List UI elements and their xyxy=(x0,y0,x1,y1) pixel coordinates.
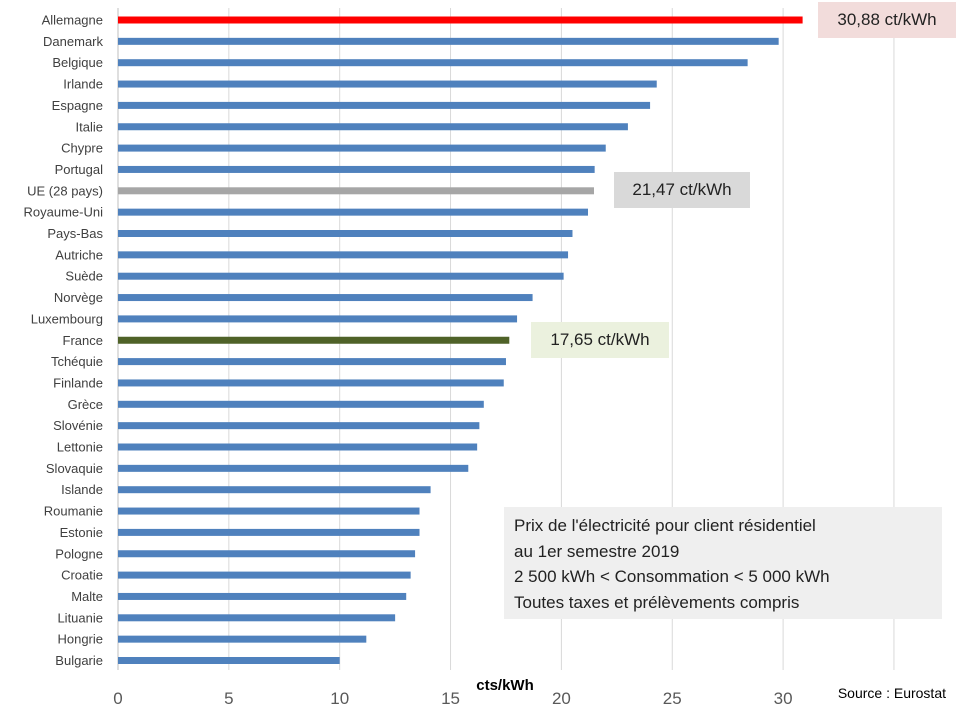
bar xyxy=(118,464,469,472)
bar xyxy=(118,550,416,558)
bar xyxy=(118,165,595,173)
bar xyxy=(118,507,420,515)
x-axis-title: cts/kWh xyxy=(476,677,534,694)
bar xyxy=(118,251,569,259)
x-tick-label: 25 xyxy=(663,689,682,708)
bar xyxy=(118,571,411,579)
bar xyxy=(118,101,651,109)
info-box: Prix de l'électricité pour client réside… xyxy=(504,507,942,619)
country-label: Pays-Bas xyxy=(47,226,103,241)
bar xyxy=(118,16,803,24)
bar xyxy=(118,358,506,366)
country-label: Belgique xyxy=(52,55,103,70)
country-label: Irlande xyxy=(63,77,103,92)
x-tick-label: 15 xyxy=(441,689,460,708)
bar xyxy=(118,422,480,430)
country-label: Islande xyxy=(61,482,103,497)
bar xyxy=(118,614,396,622)
callout-germany: 30,88 ct/kWh xyxy=(818,2,956,38)
x-tick-label: 30 xyxy=(774,689,793,708)
country-label: Estonie xyxy=(60,525,103,540)
country-label: Espagne xyxy=(52,98,103,113)
country-label: Croatie xyxy=(61,568,103,583)
bar xyxy=(118,315,518,323)
bar xyxy=(118,80,657,88)
country-label: Portugal xyxy=(55,162,104,177)
country-label: Roumanie xyxy=(44,504,103,519)
bar xyxy=(118,657,340,664)
country-label: Finlande xyxy=(53,375,103,390)
country-label: Lituanie xyxy=(57,610,103,625)
bars xyxy=(118,16,803,664)
country-label: UE (28 pays) xyxy=(27,183,103,198)
x-tick-label: 10 xyxy=(330,689,349,708)
country-labels: Allemagne Danemark Belgique Irlande Espagne I… xyxy=(24,13,104,669)
bar xyxy=(118,400,484,408)
bar xyxy=(118,443,478,451)
country-label: Allemagne xyxy=(42,13,103,28)
country-label: Autriche xyxy=(55,247,103,262)
country-label: Luxembourg xyxy=(31,311,103,326)
country-label: Hongrie xyxy=(57,632,103,647)
country-label: Danemark xyxy=(43,34,103,49)
x-tick-labels: 0 5 10 15 20 25 30 xyxy=(113,689,792,708)
country-label: Bulgarie xyxy=(55,653,103,668)
x-tick-label: 0 xyxy=(113,689,122,708)
country-label: Pologne xyxy=(55,546,103,561)
country-label: France xyxy=(63,333,103,348)
source-note: Source : Eurostat xyxy=(838,685,946,701)
bar xyxy=(118,59,748,67)
x-tick-label: 20 xyxy=(552,689,571,708)
bar xyxy=(118,379,504,387)
bar xyxy=(118,294,533,302)
info-line-1: Prix de l'électricité pour client réside… xyxy=(514,516,816,535)
bar xyxy=(118,528,420,536)
country-label: Grèce xyxy=(68,397,103,412)
bar xyxy=(118,592,407,600)
bar xyxy=(118,208,589,216)
country-label: Suède xyxy=(65,269,103,284)
bar xyxy=(118,635,367,643)
callout-eu: 21,47 ct/kWh xyxy=(614,172,750,208)
bar xyxy=(118,336,510,344)
bar xyxy=(118,144,606,152)
bar xyxy=(118,230,573,237)
country-label: Malte xyxy=(71,589,103,604)
country-label: Italie xyxy=(76,119,103,134)
country-label: Slovénie xyxy=(53,418,103,433)
country-label: Royaume-Uni xyxy=(24,205,104,220)
x-tick-label: 5 xyxy=(224,689,233,708)
info-line-4: Toutes taxes et prélèvements compris xyxy=(514,592,800,612)
bar xyxy=(118,272,564,280)
info-line-2: au 1er semestre 2019 xyxy=(514,541,680,561)
bar xyxy=(118,187,594,195)
info-line-3: 2 500 kWh < Consommation < 5 000 kWh xyxy=(514,567,830,586)
bar xyxy=(118,123,628,131)
bar xyxy=(118,486,431,494)
country-label: Slovaquie xyxy=(46,461,103,476)
country-label: Chypre xyxy=(61,141,103,156)
country-label: Norvège xyxy=(54,290,103,305)
bar xyxy=(118,37,779,45)
country-label: Lettonie xyxy=(57,440,103,455)
country-label: Tchéquie xyxy=(51,354,103,369)
callout-france: 17,65 ct/kWh xyxy=(531,322,669,358)
